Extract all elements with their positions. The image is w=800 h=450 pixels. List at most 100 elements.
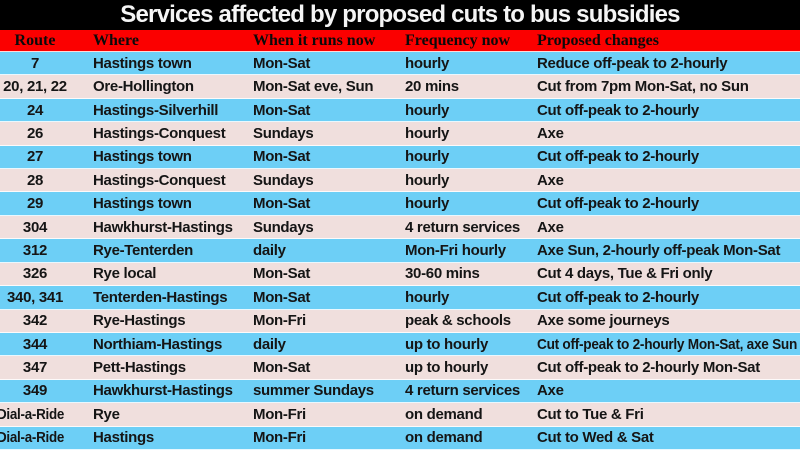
- cell-text-route: 7: [30, 54, 40, 72]
- cell-text-where: Rye: [93, 405, 120, 423]
- cell-text-when-it-runs-now: Mon-Sat: [253, 101, 311, 119]
- cell-where: Hastings town: [70, 192, 248, 214]
- cell-text-route: 20, 21, 22: [3, 78, 67, 96]
- cell-when-it-runs-now: Mon-Fri: [248, 427, 400, 449]
- cell-route: 304: [0, 216, 70, 238]
- table-row: 344 Northiam-Hastings daily up to hourly Cut…: [0, 332, 800, 357]
- table-row: Dial-a-Ride Hastings Mon-Fri on demand Cut t…: [0, 426, 800, 450]
- cell-text-route: 24: [26, 101, 44, 119]
- table-row: 342 Rye-Hastings Mon-Fri peak & schools Axe …: [0, 309, 800, 333]
- cell-text-when-it-runs-now: Mon-Fri: [253, 429, 306, 447]
- cell-text-frequency-now: 20 mins: [405, 78, 459, 96]
- cell-where: Rye local: [70, 263, 248, 285]
- cell-where: Hawkhurst-Hastings: [70, 380, 248, 402]
- cell-text-where: Hawkhurst-Hastings: [93, 218, 233, 236]
- cell-text-when-it-runs-now: Sundays: [253, 171, 314, 189]
- header-cell-where: Where: [70, 30, 248, 51]
- cell-when-it-runs-now: Mon-Sat: [248, 146, 400, 168]
- cell-text-where: Tenterden-Hastings: [93, 288, 228, 306]
- cell-proposed-changes: Cut to Wed & Sat: [532, 427, 800, 449]
- table-header-row: Route Where When it runs now Frequency now P…: [0, 30, 800, 52]
- cell-text-proposed-changes: Cut from 7pm Mon-Sat, no Sun: [537, 78, 749, 96]
- cell-text-proposed-changes: Reduce off-peak to 2-hourly: [537, 54, 728, 72]
- cell-text-route: 344: [22, 335, 48, 353]
- cell-text-proposed-changes: Cut off-peak to 2-hourly: [537, 288, 699, 306]
- cell-where: Hastings-Conquest: [70, 169, 248, 191]
- cell-frequency-now: on demand: [400, 403, 532, 425]
- cell-text-frequency-now: up to hourly: [405, 335, 489, 353]
- cell-when-it-runs-now: Mon-Sat: [248, 263, 400, 285]
- header-cell-frequency-now: Frequency now: [400, 30, 532, 51]
- cell-frequency-now: Mon-Fri hourly: [400, 239, 532, 261]
- cell-proposed-changes: Cut off-peak to 2-hourly: [532, 192, 800, 214]
- cell-text-where: Hastings town: [93, 148, 192, 166]
- cell-frequency-now: 4 return services: [400, 216, 532, 238]
- page-title-text: Services affected by proposed cuts to bu…: [120, 1, 680, 28]
- cell-proposed-changes: Axe: [532, 380, 800, 402]
- header-label-route: Route: [14, 31, 56, 49]
- cell-when-it-runs-now: daily: [248, 333, 400, 355]
- cell-text-proposed-changes: Cut off-peak to 2-hourly Mon-Sat: [537, 359, 760, 377]
- cell-text-when-it-runs-now: Mon-Sat: [253, 148, 311, 166]
- cell-text-frequency-now: hourly: [405, 124, 450, 142]
- cell-proposed-changes: Axe: [532, 122, 800, 144]
- cell-text-route: 347: [22, 359, 48, 377]
- table-row: 312 Rye-Tenterden daily Mon-Fri hourly Axe S…: [0, 239, 800, 263]
- cell-text-frequency-now: hourly: [405, 148, 450, 166]
- cell-proposed-changes: Reduce off-peak to 2-hourly: [532, 52, 800, 74]
- cell-text-route: 26: [26, 124, 44, 142]
- cell-text-proposed-changes: Axe: [537, 218, 564, 236]
- cell-where: Hastings town: [70, 52, 248, 74]
- cell-frequency-now: hourly: [400, 192, 532, 214]
- cell-text-frequency-now: 30-60 mins: [405, 265, 480, 283]
- cell-proposed-changes: Axe Sun, 2-hourly off-peak Mon-Sat: [532, 239, 800, 261]
- cell-when-it-runs-now: Mon-Fri: [248, 403, 400, 425]
- cell-text-frequency-now: hourly: [405, 54, 450, 72]
- cell-proposed-changes: Cut off-peak to 2-hourly: [532, 99, 800, 121]
- cell-when-it-runs-now: Sundays: [248, 216, 400, 238]
- cell-when-it-runs-now: Sundays: [248, 169, 400, 191]
- cell-proposed-changes: Cut off-peak to 2-hourly Mon-Sat: [532, 356, 800, 378]
- cell-frequency-now: 30-60 mins: [400, 263, 532, 285]
- cell-text-proposed-changes: Axe Sun, 2-hourly off-peak Mon-Sat: [537, 241, 781, 259]
- cell-text-route: Dial-a-Ride: [0, 429, 65, 447]
- cell-text-route: 342: [22, 312, 48, 330]
- table-row: 26 Hastings-Conquest Sundays hourly Axe: [0, 122, 800, 146]
- cell-frequency-now: up to hourly: [400, 356, 532, 378]
- cell-text-when-it-runs-now: daily: [253, 335, 286, 353]
- cell-text-proposed-changes: Axe: [537, 382, 564, 400]
- cell-frequency-now: on demand: [400, 427, 532, 449]
- cell-text-proposed-changes: Cut 4 days, Tue & Fri only: [537, 265, 713, 283]
- cell-text-where: Hastings-Conquest: [93, 171, 226, 189]
- cell-frequency-now: hourly: [400, 122, 532, 144]
- cell-route: 20, 21, 22: [0, 75, 70, 97]
- cell-text-route: Dial-a-Ride: [0, 405, 65, 423]
- cell-frequency-now: 4 return services: [400, 380, 532, 402]
- cell-text-where: Hawkhurst-Hastings: [93, 382, 233, 400]
- cell-frequency-now: up to hourly: [400, 333, 532, 355]
- cell-text-where: Pett-Hastings: [93, 359, 186, 377]
- cell-where: Northiam-Hastings: [70, 333, 248, 355]
- cell-when-it-runs-now: Mon-Sat: [248, 192, 400, 214]
- cell-where: Hastings: [70, 427, 248, 449]
- cell-proposed-changes: Cut off-peak to 2-hourly: [532, 146, 800, 168]
- cell-text-where: Hastings town: [93, 195, 192, 213]
- cell-route: 29: [0, 192, 70, 214]
- cell-text-route: 312: [22, 241, 48, 259]
- cell-where: Tenterden-Hastings: [70, 286, 248, 308]
- table-row: 326 Rye local Mon-Sat 30-60 mins Cut 4 days,…: [0, 262, 800, 287]
- cell-text-when-it-runs-now: Mon-Sat: [253, 195, 311, 213]
- cell-where: Hastings-Silverhill: [70, 99, 248, 121]
- cell-text-route: 349: [22, 382, 48, 400]
- cell-text-where: Hastings town: [93, 54, 192, 72]
- cell-text-where: Hastings-Conquest: [93, 124, 226, 142]
- cell-frequency-now: hourly: [400, 99, 532, 121]
- header-cell-proposed-changes: Proposed changes: [532, 30, 800, 51]
- cell-frequency-now: hourly: [400, 286, 532, 308]
- cell-when-it-runs-now: Mon-Sat: [248, 52, 400, 74]
- cell-text-proposed-changes: Cut off-peak to 2-hourly: [537, 101, 699, 119]
- cell-where: Hawkhurst-Hastings: [70, 216, 248, 238]
- cell-text-where: Northiam-Hastings: [93, 335, 223, 353]
- cell-when-it-runs-now: Mon-Sat: [248, 286, 400, 308]
